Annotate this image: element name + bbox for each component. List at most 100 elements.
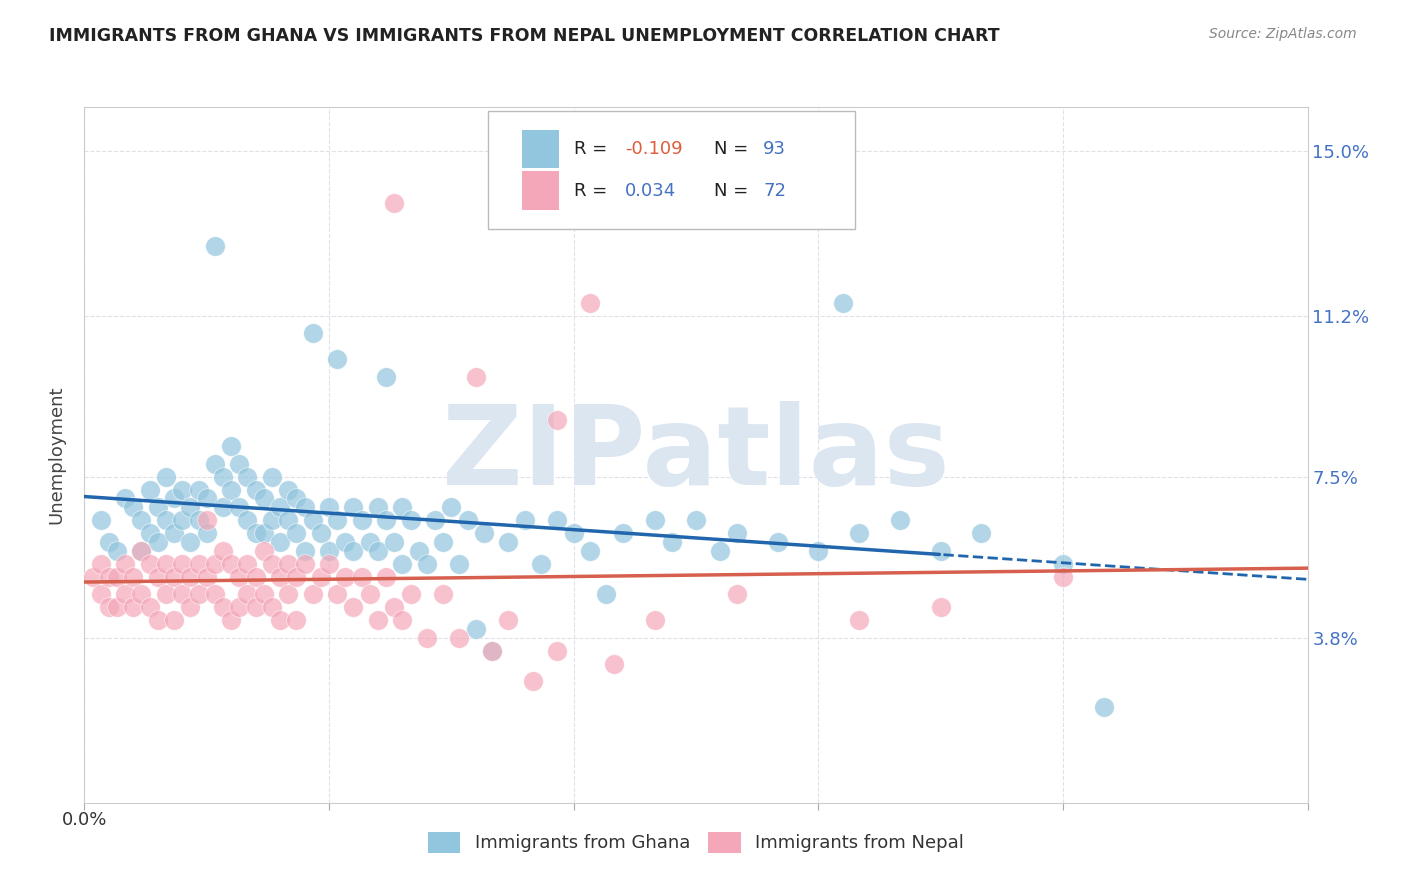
Point — [342, 500, 364, 514]
Point — [375, 513, 398, 527]
Point — [562, 526, 585, 541]
Point — [187, 513, 209, 527]
Point — [546, 643, 568, 657]
Point — [138, 526, 160, 541]
Point — [122, 570, 145, 584]
Point — [228, 500, 250, 514]
Point — [187, 483, 209, 497]
Point — [294, 557, 316, 571]
Point — [432, 535, 454, 549]
Point — [391, 613, 413, 627]
Point — [122, 600, 145, 615]
Point — [929, 543, 952, 558]
Point — [269, 570, 291, 584]
Point — [269, 613, 291, 627]
Point — [204, 457, 226, 471]
Point — [195, 513, 218, 527]
Point — [375, 369, 398, 384]
Y-axis label: Unemployment: Unemployment — [48, 385, 66, 524]
Point — [163, 491, 186, 506]
Point — [131, 543, 153, 558]
Point — [423, 513, 446, 527]
Point — [245, 570, 267, 584]
Point — [131, 587, 153, 601]
Point — [375, 570, 398, 584]
Point — [1052, 570, 1074, 584]
Point — [359, 535, 381, 549]
Point — [179, 570, 201, 584]
FancyBboxPatch shape — [488, 111, 855, 229]
Point — [105, 600, 128, 615]
Point — [114, 557, 136, 571]
Point — [661, 535, 683, 549]
Point — [326, 513, 349, 527]
Point — [685, 513, 707, 527]
Point — [138, 600, 160, 615]
Point — [212, 469, 235, 483]
Point — [236, 513, 259, 527]
Point — [367, 500, 389, 514]
Point — [219, 613, 242, 627]
Point — [97, 600, 120, 615]
Point — [146, 535, 169, 549]
Point — [204, 239, 226, 253]
FancyBboxPatch shape — [522, 171, 560, 210]
Text: 93: 93 — [763, 140, 786, 158]
Point — [382, 600, 405, 615]
Point — [644, 613, 666, 627]
Point — [301, 513, 323, 527]
Point — [90, 587, 112, 601]
Point — [155, 513, 177, 527]
Point — [807, 543, 830, 558]
Point — [187, 557, 209, 571]
Point — [612, 526, 634, 541]
Point — [105, 570, 128, 584]
Point — [1092, 700, 1115, 714]
Point — [219, 483, 242, 497]
Point — [245, 483, 267, 497]
Point — [725, 526, 748, 541]
Point — [391, 500, 413, 514]
Point — [970, 526, 993, 541]
Point — [212, 500, 235, 514]
Point — [236, 557, 259, 571]
Point — [464, 622, 486, 636]
Point — [97, 570, 120, 584]
Point — [513, 513, 536, 527]
Point — [146, 500, 169, 514]
Point — [285, 491, 308, 506]
Point — [301, 326, 323, 341]
Text: N =: N = — [714, 140, 754, 158]
Point — [260, 600, 283, 615]
Point — [766, 535, 789, 549]
Point — [530, 557, 553, 571]
Point — [335, 570, 357, 584]
Point — [546, 513, 568, 527]
Point — [219, 439, 242, 453]
Point — [260, 469, 283, 483]
Point — [831, 295, 853, 310]
Point — [399, 513, 422, 527]
Point — [285, 613, 308, 627]
Point — [277, 587, 299, 601]
Point — [146, 613, 169, 627]
Point — [163, 570, 186, 584]
Point — [179, 500, 201, 514]
Point — [253, 543, 276, 558]
Point — [579, 295, 602, 310]
Point — [432, 587, 454, 601]
Point — [172, 513, 194, 527]
Point — [367, 543, 389, 558]
Point — [848, 526, 870, 541]
Point — [929, 600, 952, 615]
Point — [440, 500, 463, 514]
Point — [546, 413, 568, 427]
Point — [416, 631, 439, 645]
Point — [277, 513, 299, 527]
Point — [350, 513, 373, 527]
Point — [309, 570, 332, 584]
Point — [301, 587, 323, 601]
Point — [359, 587, 381, 601]
Point — [204, 557, 226, 571]
Point — [114, 491, 136, 506]
